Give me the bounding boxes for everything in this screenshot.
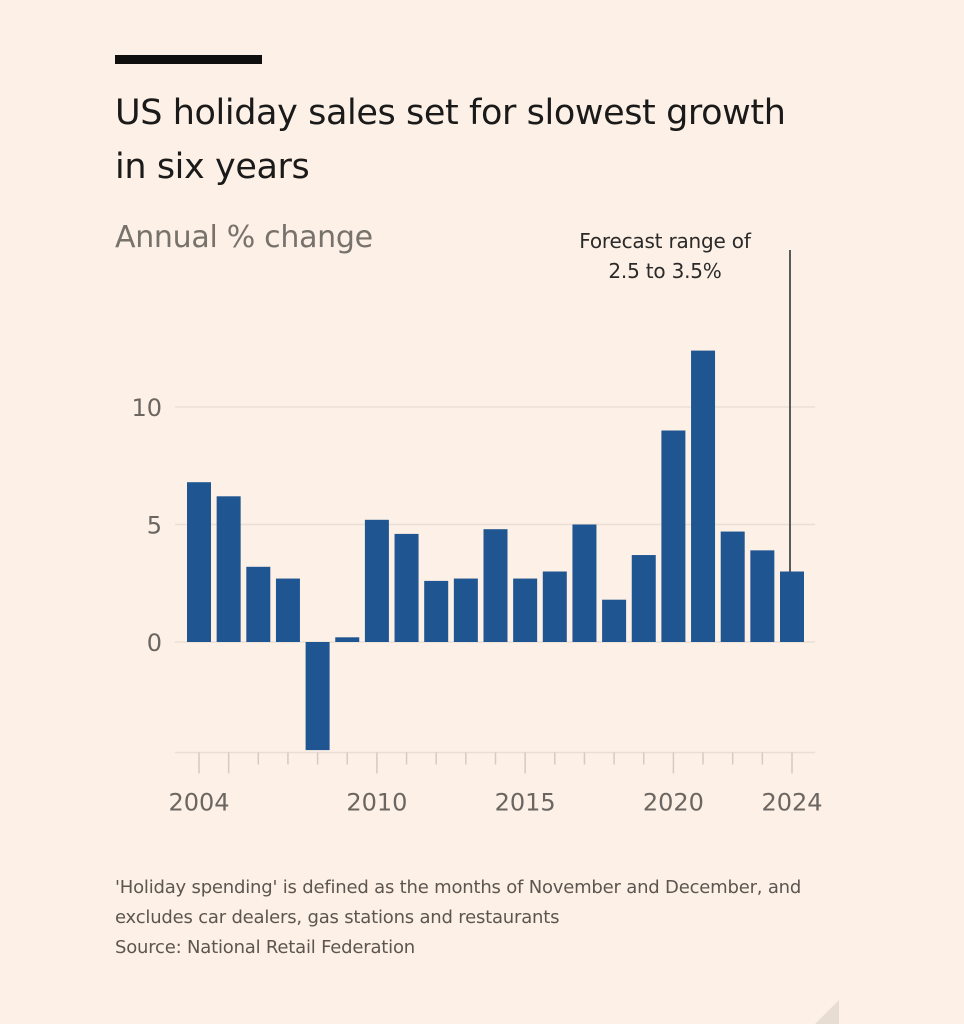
x-tick-label: 2010 bbox=[346, 788, 407, 816]
bar-2012 bbox=[424, 580, 449, 642]
x-tick-label: 2024 bbox=[761, 788, 822, 816]
forecast-annotation: Forecast range of 2.5 to 3.5% bbox=[540, 226, 790, 286]
chart-title: US holiday sales set for slowest growth … bbox=[115, 93, 786, 187]
bar-2014 bbox=[483, 529, 508, 642]
footnote: 'Holiday spending' is defined as the mon… bbox=[115, 877, 802, 928]
bar-2004 bbox=[187, 482, 211, 642]
bar-2018 bbox=[602, 599, 627, 642]
bar-2005 bbox=[216, 496, 241, 642]
bar-2009 bbox=[335, 637, 360, 642]
chart-footer: 'Holiday spending' is defined as the mon… bbox=[115, 873, 835, 963]
bar-2007 bbox=[275, 578, 300, 642]
bar-2017 bbox=[572, 524, 597, 642]
bar-2020 bbox=[661, 430, 686, 642]
x-axis: 2004 2010 2015 2020 2024 bbox=[168, 751, 823, 816]
bar-2013 bbox=[453, 578, 478, 642]
annotation-line-1: Forecast range of bbox=[579, 229, 751, 253]
bar-2010 bbox=[364, 519, 389, 642]
bar-2016 bbox=[542, 571, 567, 642]
y-tick-label: 0 bbox=[147, 629, 162, 657]
chart-subtitle: Annual % change bbox=[115, 220, 373, 255]
x-tick-label: 2015 bbox=[495, 788, 556, 816]
bar-2019 bbox=[631, 555, 656, 642]
y-tick-label: 5 bbox=[147, 512, 162, 540]
corner-fold bbox=[815, 1000, 839, 1024]
annotation-line-2: 2.5 to 3.5% bbox=[608, 259, 722, 283]
brand-bar bbox=[115, 55, 262, 64]
bars bbox=[187, 350, 804, 751]
x-tick-label: 2020 bbox=[643, 788, 704, 816]
bar-2006 bbox=[246, 566, 271, 642]
bar-2021 bbox=[691, 350, 716, 642]
bar-2011 bbox=[394, 533, 419, 642]
x-tick-label: 2004 bbox=[168, 788, 229, 816]
source-note: Source: National Retail Federation bbox=[115, 937, 415, 958]
y-axis-labels: 0 5 10 bbox=[131, 394, 162, 657]
bar-2024 bbox=[780, 571, 804, 642]
bar-2015 bbox=[513, 578, 538, 642]
bar-2023 bbox=[750, 550, 775, 642]
y-tick-label: 10 bbox=[131, 394, 162, 422]
bar-2022 bbox=[720, 531, 745, 642]
bar-2008 bbox=[305, 642, 330, 751]
